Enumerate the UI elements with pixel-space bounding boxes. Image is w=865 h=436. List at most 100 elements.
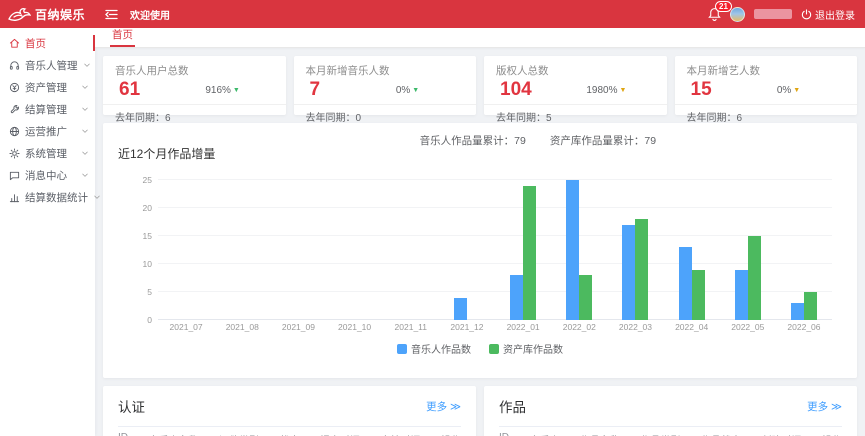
y-axis-tick: 0	[147, 315, 152, 325]
bar-资产库作品数-2022_05	[747, 236, 761, 320]
y-axis-tick: 25	[142, 175, 152, 185]
legend-label: 资产库作品数	[503, 345, 563, 356]
x-axis-label: 2022_05	[731, 322, 765, 332]
trend-caret-icon: ▼	[793, 86, 801, 94]
bar-资产库作品数-2022_04	[691, 269, 705, 320]
wrench-icon	[9, 104, 20, 115]
card-percent: 0% ▼	[395, 84, 420, 96]
chart-title: 近12个月作品增量	[118, 147, 216, 161]
menu-collapse-icon[interactable]	[105, 9, 118, 20]
sidebar-item-system-mgmt[interactable]: 系统管理	[0, 142, 95, 164]
chevron-down-icon	[83, 61, 91, 69]
panel-cert: 认证 更多 ≫ ID 音乐人名称 证件类型 状态 提交时间 审核时间 操作	[103, 386, 476, 436]
legend-item-资产库作品数[interactable]: 资产库作品数	[489, 341, 563, 356]
bar-音乐人作品数-2022_04	[678, 247, 692, 320]
panel-title: 认证	[118, 400, 145, 415]
column-header: 音乐人	[530, 432, 560, 436]
sidebar-item-label: 结算数据统计	[25, 191, 88, 204]
sidebar-item-label: 结算管理	[25, 103, 67, 116]
bar-group-2021_12	[439, 180, 495, 320]
card-value: 15	[690, 79, 712, 100]
x-axis-label: 2022_04	[675, 322, 709, 332]
card-percent: 0% ▼	[776, 84, 801, 96]
sidebar-item-label: 系统管理	[25, 147, 67, 160]
legend-item-音乐人作品数[interactable]: 音乐人作品数	[397, 341, 471, 356]
card-lastyear: 去年同期：6	[103, 104, 286, 124]
card-percent: 916% ▼	[205, 84, 240, 96]
bar-音乐人作品数-2022_03	[622, 224, 636, 320]
x-axis-label: 2021_09	[281, 322, 315, 332]
sidebar-item-message-center[interactable]: 消息中心	[0, 164, 95, 186]
column-header: 操作	[441, 432, 461, 436]
stat-cards-row: 音乐人用户总数 61 916% ▼ 去年同期：6 本月新增音乐人数 7 0% ▼ 去年同期：0 版权…	[103, 56, 857, 124]
sidebar-item-label: 首页	[25, 37, 46, 50]
notifications-button[interactable]: 21	[708, 1, 732, 21]
stat-card-musician-new-month: 本月新增音乐人数 7 0% ▼ 去年同期：0	[293, 56, 476, 124]
notification-badge: 21	[715, 1, 732, 12]
column-header: 音乐人名称	[149, 432, 199, 436]
sidebar-item-home[interactable]: 首页	[0, 32, 95, 54]
sidebar-item-settlement-mgmt[interactable]: 结算管理	[0, 98, 95, 120]
sidebar-item-operations[interactable]: 运营推广	[0, 120, 95, 142]
bar-chart-plot: 0 5 10 15 20 25	[143, 175, 832, 325]
brand: 百纳娱乐	[0, 6, 95, 23]
bar-音乐人作品数-2022_06	[790, 303, 804, 320]
more-link[interactable]: 更多 ≫	[807, 400, 842, 413]
gridline	[158, 263, 832, 264]
gridline	[158, 319, 832, 320]
more-link[interactable]: 更多 ≫	[426, 400, 461, 413]
stat-card-artist-new-month: 本月新增艺人数 15 0% ▼ 去年同期：6	[674, 56, 857, 124]
stat-card-musician-total: 音乐人用户总数 61 916% ▼ 去年同期：6	[103, 56, 286, 124]
x-axis-label: 2021_10	[338, 322, 372, 332]
sidebar-item-label: 运营推广	[25, 125, 67, 138]
welcome-text: 欢迎使用	[130, 10, 170, 22]
bar-group-2021_09	[270, 180, 326, 320]
column-header: ID	[118, 432, 128, 436]
card-title: 音乐人用户总数	[115, 65, 189, 77]
column-header: 作品状态	[701, 432, 741, 436]
column-header: 状态	[280, 432, 300, 436]
card-title: 本月新增艺人数	[686, 65, 761, 77]
bar-资产库作品数-2022_03	[635, 219, 649, 320]
header-right: 21 退出登录	[708, 1, 865, 22]
bar-groups	[158, 180, 832, 320]
bar-音乐人作品数-2021_12	[453, 297, 467, 320]
bar-group-2022_04	[664, 180, 720, 320]
x-axis-label: 2022_02	[562, 322, 596, 332]
card-lastyear-value: 6	[165, 113, 171, 124]
stats-icon	[9, 192, 20, 203]
table-header: ID 音乐人名称 证件类型 状态 提交时间 审核时间 操作	[118, 426, 461, 436]
bar-group-2021_10	[327, 180, 383, 320]
column-header: 提交时间	[320, 432, 360, 436]
card-value-row: 61 916% ▼	[115, 78, 274, 102]
gridline	[158, 235, 832, 236]
chart-legend: 音乐人作品数 资产库作品数	[118, 341, 842, 356]
bar-资产库作品数-2022_02	[579, 275, 593, 320]
tab-bar: 首页	[95, 28, 865, 48]
card-lastyear-label: 去年同期：	[115, 113, 165, 124]
card-value-row: 15 0% ▼	[687, 78, 846, 102]
avatar[interactable]	[730, 6, 745, 22]
tab-home[interactable]: 首页	[110, 28, 135, 47]
x-axis-label: 2022_06	[787, 322, 821, 332]
bar-group-2022_01	[495, 180, 551, 320]
bar-资产库作品数-2022_01	[523, 185, 537, 320]
logout-button[interactable]: 退出登录	[801, 7, 855, 22]
x-axis-label: 2021_11	[394, 322, 427, 332]
globe-icon	[9, 126, 20, 137]
card-lastyear-value: 5	[546, 113, 552, 124]
bar-音乐人作品数-2022_05	[734, 269, 748, 320]
card-value: 104	[500, 79, 532, 100]
bar-资产库作品数-2022_06	[803, 292, 817, 320]
card-title: 版权人总数	[496, 65, 549, 77]
legend-swatch	[397, 343, 407, 354]
bar-group-2022_03	[607, 180, 663, 320]
trend-caret-icon: ▼	[619, 86, 627, 94]
chart-summaries: 音乐人作品量累计：79 资产库作品量累计：79	[420, 133, 656, 148]
sidebar-item-musician-mgmt[interactable]: 音乐人管理	[0, 54, 95, 76]
sidebar-item-asset-mgmt[interactable]: 资产管理	[0, 76, 95, 98]
sidebar-item-label: 消息中心	[25, 169, 67, 182]
card-lastyear: 去年同期：5	[484, 104, 667, 124]
sidebar-item-settlement-stats[interactable]: 结算数据统计	[0, 186, 100, 208]
card-lastyear-label: 去年同期：	[686, 113, 737, 124]
